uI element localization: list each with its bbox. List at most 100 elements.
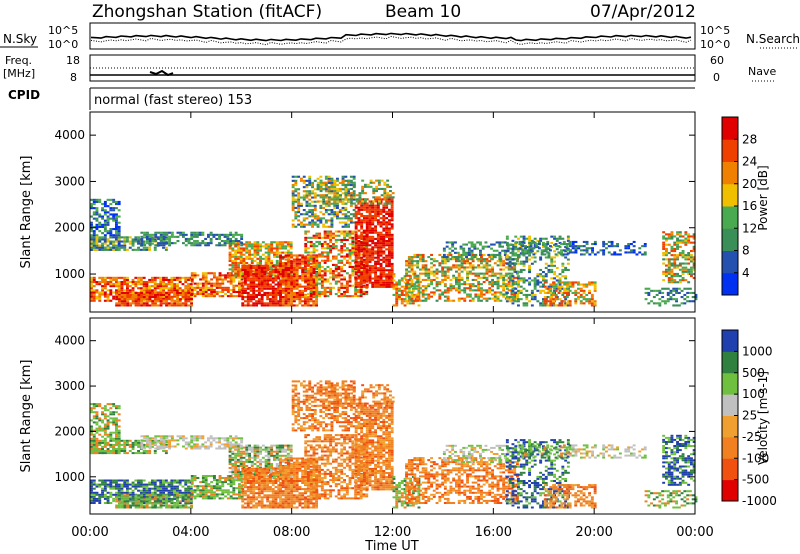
range-gate-cell: [359, 253, 363, 256]
range-gate-cell: [491, 278, 494, 281]
range-gate-cell: [662, 231, 666, 234]
range-gate-cell: [421, 266, 425, 269]
range-gate-cell: [678, 264, 682, 267]
range-gate-cell: [676, 281, 679, 284]
range-gate-cell: [517, 250, 520, 253]
range-gate-cell: [455, 270, 458, 273]
range-gate-cell: [371, 221, 375, 224]
range-gate-cell: [292, 285, 296, 288]
range-gate-cell: [204, 237, 208, 240]
range-gate-cell: [379, 244, 383, 247]
range-gate-cell: [301, 275, 305, 278]
range-gate-cell: [320, 243, 324, 246]
range-gate-cell: [392, 285, 396, 288]
range-gate-cell: [368, 210, 372, 213]
range-gate-cell: [210, 295, 214, 298]
range-gate-cell: [544, 248, 548, 251]
range-gate-cell: [184, 293, 188, 296]
range-gate-cell: [413, 264, 417, 267]
range-gate-cell: [277, 304, 281, 307]
range-gate-cell: [140, 291, 144, 294]
range-gate-cell: [638, 251, 642, 254]
range-gate-cell: [165, 302, 168, 305]
range-gate-cell: [306, 281, 310, 284]
range-gate-cell: [502, 264, 506, 267]
range-gate-cell: [676, 241, 679, 244]
range-gate-cell: [613, 251, 617, 254]
range-gate-cell: [502, 287, 506, 290]
range-gate-cell: [563, 296, 567, 299]
range-gate-cell: [134, 248, 138, 251]
range-gate-cell: [553, 273, 556, 276]
range-gate-cell: [588, 281, 591, 284]
range-gate-cell: [491, 268, 494, 271]
range-gate-cell: [652, 302, 656, 305]
range-gate-cell: [480, 266, 483, 269]
range-gate-cell: [279, 268, 282, 271]
range-gate-cell: [326, 259, 330, 262]
range-gate-cell: [329, 282, 333, 285]
range-gate-cell: [602, 245, 606, 248]
range-gate-cell: [363, 265, 366, 268]
range-gate-cell: [577, 283, 580, 286]
range-gate-cell: [140, 296, 144, 299]
range-gate-cell: [505, 273, 509, 276]
range-gate-cell: [316, 194, 320, 197]
range-gate-cell: [350, 192, 353, 195]
range-gate-cell: [535, 245, 539, 248]
range-gate-cell: [351, 295, 355, 298]
range-gate-cell: [291, 198, 295, 201]
range-gate-cell: [565, 302, 569, 305]
range-gate-cell: [662, 279, 666, 282]
range-gate-cell: [670, 277, 674, 280]
range-gate-cell: [566, 262, 570, 265]
range-gate-cell: [529, 247, 533, 250]
range-gate-cell: [395, 302, 399, 305]
range-gate-cell: [231, 242, 235, 245]
range-gate-cell: [252, 277, 256, 280]
range-gate-cell: [443, 258, 447, 261]
range-gate-cell: [252, 289, 256, 292]
range-gate-cell: [345, 282, 349, 285]
range-gate-cell: [468, 272, 472, 275]
range-gate-cell: [324, 188, 328, 191]
range-gate-cell: [445, 241, 449, 244]
range-gate-cell: [315, 249, 319, 252]
range-gate-cell: [184, 302, 188, 305]
range-gate-cell: [274, 296, 278, 299]
range-gate-cell: [112, 246, 116, 249]
range-gate-cell: [313, 217, 317, 220]
range-gate-cell: [242, 272, 246, 275]
range-gate-cell: [146, 240, 149, 243]
range-gate-cell: [90, 299, 93, 302]
range-gate-cell: [267, 253, 271, 256]
range-gate-cell: [385, 277, 389, 280]
range-gate-cell: [327, 177, 331, 180]
range-gate-cell: [688, 300, 692, 303]
range-gate-cell: [340, 245, 344, 248]
range-gate-cell: [226, 290, 230, 293]
range-gate-cell: [690, 250, 693, 253]
range-gate-cell: [345, 280, 349, 283]
range-gate-cell: [193, 240, 196, 243]
range-gate-cell: [231, 253, 235, 256]
range-gate-cell: [477, 266, 481, 269]
range-gate-cell: [352, 192, 356, 195]
range-gate-cell: [90, 285, 93, 288]
range-gate-cell: [522, 293, 526, 296]
range-gate-cell: [204, 244, 208, 247]
range-gate-cell: [287, 254, 291, 257]
range-gate-cell: [229, 244, 233, 247]
range-gate-cell: [379, 254, 383, 257]
range-gate-cell: [323, 280, 327, 283]
range-gate-cell: [286, 243, 290, 246]
range-gate-cell: [385, 256, 389, 259]
range-gate-cell: [327, 225, 331, 228]
range-gate-cell: [585, 251, 589, 254]
range-gate-cell: [159, 244, 163, 247]
range-gate-cell: [248, 257, 251, 260]
range-gate-cell: [98, 236, 102, 239]
range-gate-cell: [92, 293, 96, 296]
range-gate-cell: [287, 275, 291, 278]
range-gate-cell: [267, 247, 271, 250]
